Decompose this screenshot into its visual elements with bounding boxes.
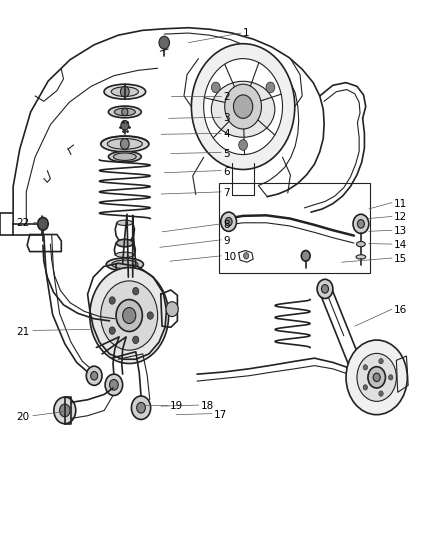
Ellipse shape (212, 81, 275, 137)
Text: 7: 7 (223, 188, 230, 198)
Circle shape (321, 285, 328, 293)
Circle shape (121, 120, 129, 130)
Text: 21: 21 (17, 327, 30, 336)
Ellipse shape (356, 255, 366, 259)
Circle shape (389, 375, 393, 380)
Circle shape (90, 268, 169, 364)
Text: 14: 14 (394, 240, 407, 250)
Circle shape (120, 139, 129, 149)
Ellipse shape (104, 84, 145, 99)
Circle shape (212, 82, 220, 93)
Circle shape (131, 396, 151, 419)
Circle shape (137, 402, 145, 413)
Circle shape (133, 336, 139, 344)
Circle shape (379, 359, 383, 364)
Circle shape (133, 287, 139, 295)
Circle shape (105, 374, 123, 395)
Circle shape (91, 372, 98, 380)
Ellipse shape (113, 153, 136, 160)
Circle shape (351, 365, 367, 384)
Text: 12: 12 (394, 213, 407, 222)
Ellipse shape (106, 258, 143, 271)
Circle shape (357, 220, 364, 228)
Circle shape (109, 327, 115, 334)
Circle shape (357, 353, 396, 401)
Circle shape (221, 212, 237, 231)
Circle shape (122, 108, 128, 116)
Text: 9: 9 (223, 236, 230, 246)
Text: 6: 6 (223, 167, 230, 176)
Ellipse shape (117, 239, 133, 247)
Circle shape (379, 391, 383, 396)
Circle shape (147, 312, 153, 319)
Circle shape (166, 302, 178, 317)
Circle shape (120, 86, 129, 97)
Circle shape (101, 281, 158, 350)
Text: 1: 1 (243, 28, 250, 38)
Circle shape (317, 279, 333, 298)
Text: 3: 3 (223, 114, 230, 123)
Text: 13: 13 (394, 227, 407, 236)
Circle shape (86, 366, 102, 385)
Circle shape (301, 251, 310, 261)
Circle shape (191, 44, 295, 169)
Text: 2: 2 (223, 92, 230, 102)
Ellipse shape (101, 136, 149, 152)
Circle shape (54, 397, 76, 424)
Circle shape (38, 217, 48, 230)
Text: 10: 10 (223, 252, 237, 262)
Circle shape (159, 36, 170, 49)
Text: 8: 8 (223, 220, 230, 230)
Ellipse shape (357, 241, 365, 247)
Text: 22: 22 (17, 218, 30, 228)
Circle shape (110, 379, 118, 390)
Circle shape (363, 385, 367, 390)
Ellipse shape (108, 106, 141, 118)
Circle shape (346, 340, 407, 415)
Text: 11: 11 (394, 199, 407, 208)
Bar (219, 183, 370, 273)
Circle shape (225, 84, 261, 129)
Ellipse shape (107, 139, 142, 149)
Circle shape (373, 373, 380, 382)
Circle shape (225, 217, 232, 226)
Ellipse shape (114, 108, 135, 116)
Text: 17: 17 (214, 410, 227, 419)
Circle shape (353, 214, 369, 233)
Circle shape (204, 59, 283, 155)
Circle shape (239, 140, 247, 150)
Text: 20: 20 (17, 412, 30, 422)
Ellipse shape (117, 220, 133, 225)
Text: 16: 16 (394, 305, 407, 315)
Ellipse shape (112, 260, 138, 269)
Circle shape (109, 297, 115, 304)
Ellipse shape (108, 151, 141, 162)
Ellipse shape (116, 252, 134, 257)
Circle shape (368, 367, 385, 388)
Text: 15: 15 (394, 254, 407, 264)
Circle shape (116, 300, 142, 332)
Circle shape (363, 365, 367, 370)
Text: 5: 5 (223, 149, 230, 158)
Text: 19: 19 (170, 401, 183, 411)
Circle shape (266, 82, 275, 93)
Circle shape (244, 253, 249, 259)
Circle shape (60, 404, 70, 417)
Circle shape (233, 95, 253, 118)
Circle shape (123, 308, 136, 324)
Text: 4: 4 (223, 130, 230, 139)
Text: 18: 18 (201, 401, 214, 411)
Ellipse shape (111, 87, 138, 96)
